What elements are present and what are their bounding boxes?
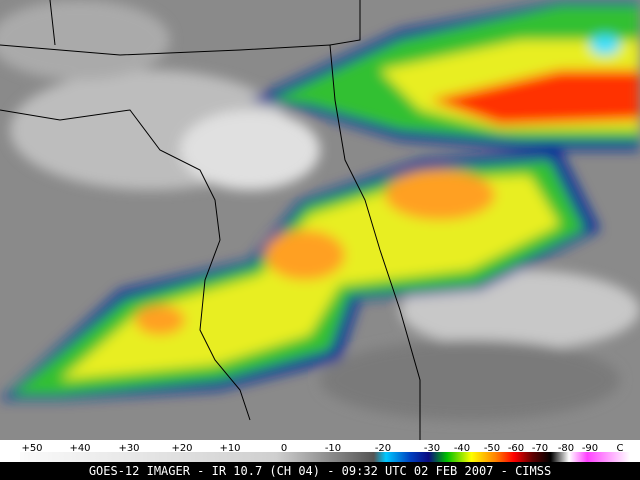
colorbar bbox=[20, 452, 630, 462]
colorbar-label: -80 bbox=[558, 443, 574, 454]
colorbar-label: +20 bbox=[171, 443, 192, 454]
colorbar-label: C bbox=[617, 443, 624, 454]
caption-bar bbox=[0, 462, 640, 480]
colorbar-label: +50 bbox=[21, 443, 42, 454]
colorbar-label: -70 bbox=[532, 443, 548, 454]
colorbar-label: -90 bbox=[582, 443, 598, 454]
colorbar-label: 0 bbox=[281, 443, 287, 454]
clouds bbox=[0, 0, 640, 420]
colorbar-label: +10 bbox=[219, 443, 240, 454]
coastlines bbox=[0, 0, 421, 440]
colorbar-label: -30 bbox=[424, 443, 440, 454]
caption: GOES-12 IMAGER - IR 10.7 (CH 04) - 09:32… bbox=[89, 464, 551, 478]
colorbar-label: +30 bbox=[118, 443, 139, 454]
colorbar-label: -10 bbox=[325, 443, 341, 454]
colorbar-label: -20 bbox=[375, 443, 391, 454]
colorbar-label: -50 bbox=[484, 443, 500, 454]
colorbar-label: -60 bbox=[508, 443, 524, 454]
colorbar-label: +40 bbox=[69, 443, 90, 454]
colorbar-label: -40 bbox=[454, 443, 470, 454]
colorbar-labels: +50 +40 +30 +20 +10 0 -10 -20 -30 -40 -50 -60 -70 -80… bbox=[21, 443, 623, 454]
